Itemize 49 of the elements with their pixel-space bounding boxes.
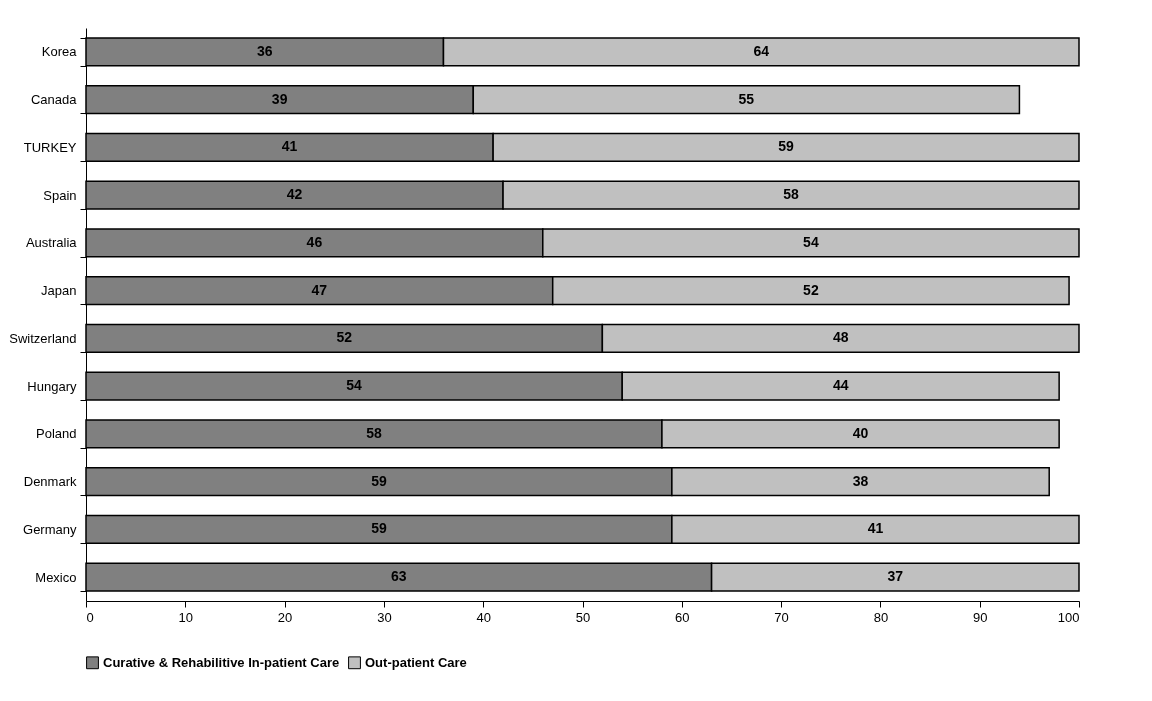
y-tick-label: Switzerland — [9, 330, 77, 346]
x-tick-label: 90 — [972, 609, 988, 625]
data-label: 39 — [271, 90, 288, 107]
data-label: 41 — [867, 520, 884, 537]
y-tick-label: Mexico — [35, 569, 77, 585]
legend-label: Out-patient Care — [365, 654, 467, 670]
x-tick-label: 70 — [774, 609, 789, 625]
data-label: 36 — [256, 42, 273, 59]
data-label: 46 — [306, 233, 323, 250]
x-tick-label: 60 — [675, 609, 690, 625]
x-tick-label: 20 — [277, 609, 293, 625]
data-label: 44 — [832, 377, 849, 394]
y-tick-label: Korea — [41, 44, 78, 60]
data-label: 48 — [832, 329, 849, 346]
data-label: 63 — [391, 568, 407, 585]
y-tick-label: Denmark — [23, 474, 77, 490]
y-tick-label: Canada — [30, 92, 78, 108]
data-label: 38 — [852, 472, 869, 489]
data-label: 42 — [286, 186, 303, 203]
x-tick-label: 0 — [86, 609, 94, 625]
y-tick-label: Japan — [41, 283, 77, 299]
data-label: 52 — [336, 329, 353, 346]
x-tick-label: 80 — [873, 609, 889, 625]
data-label: 40 — [852, 424, 869, 441]
y-tick-label: TURKEY — [23, 139, 77, 155]
data-label: 54 — [803, 233, 819, 250]
data-label: 58 — [783, 186, 800, 203]
data-label: 54 — [346, 377, 363, 394]
x-tick-label: 100 — [1057, 609, 1080, 625]
data-label: 58 — [366, 424, 382, 441]
data-label: 59 — [778, 138, 795, 155]
data-label: 52 — [803, 281, 819, 298]
y-tick-label: Poland — [36, 426, 77, 442]
data-label: 41 — [281, 138, 298, 155]
data-label: 47 — [311, 281, 328, 298]
x-tick-label: 40 — [476, 609, 491, 625]
x-tick-label: 30 — [377, 609, 392, 625]
x-tick-label: 10 — [178, 609, 194, 625]
data-label: 64 — [753, 42, 770, 59]
y-tick-label: Australia — [25, 235, 78, 251]
y-tick-label: Germany — [23, 521, 77, 537]
x-tick-label: 50 — [575, 609, 591, 625]
data-label: 37 — [887, 568, 904, 585]
data-label: 55 — [738, 90, 755, 107]
data-label: 59 — [371, 520, 387, 537]
y-tick-label: Hungary — [27, 378, 77, 394]
data-label: 59 — [371, 472, 387, 489]
y-tick-label: Spain — [43, 187, 77, 203]
legend-label: Curative & Rehabilitive In-patient Care — [103, 654, 340, 670]
